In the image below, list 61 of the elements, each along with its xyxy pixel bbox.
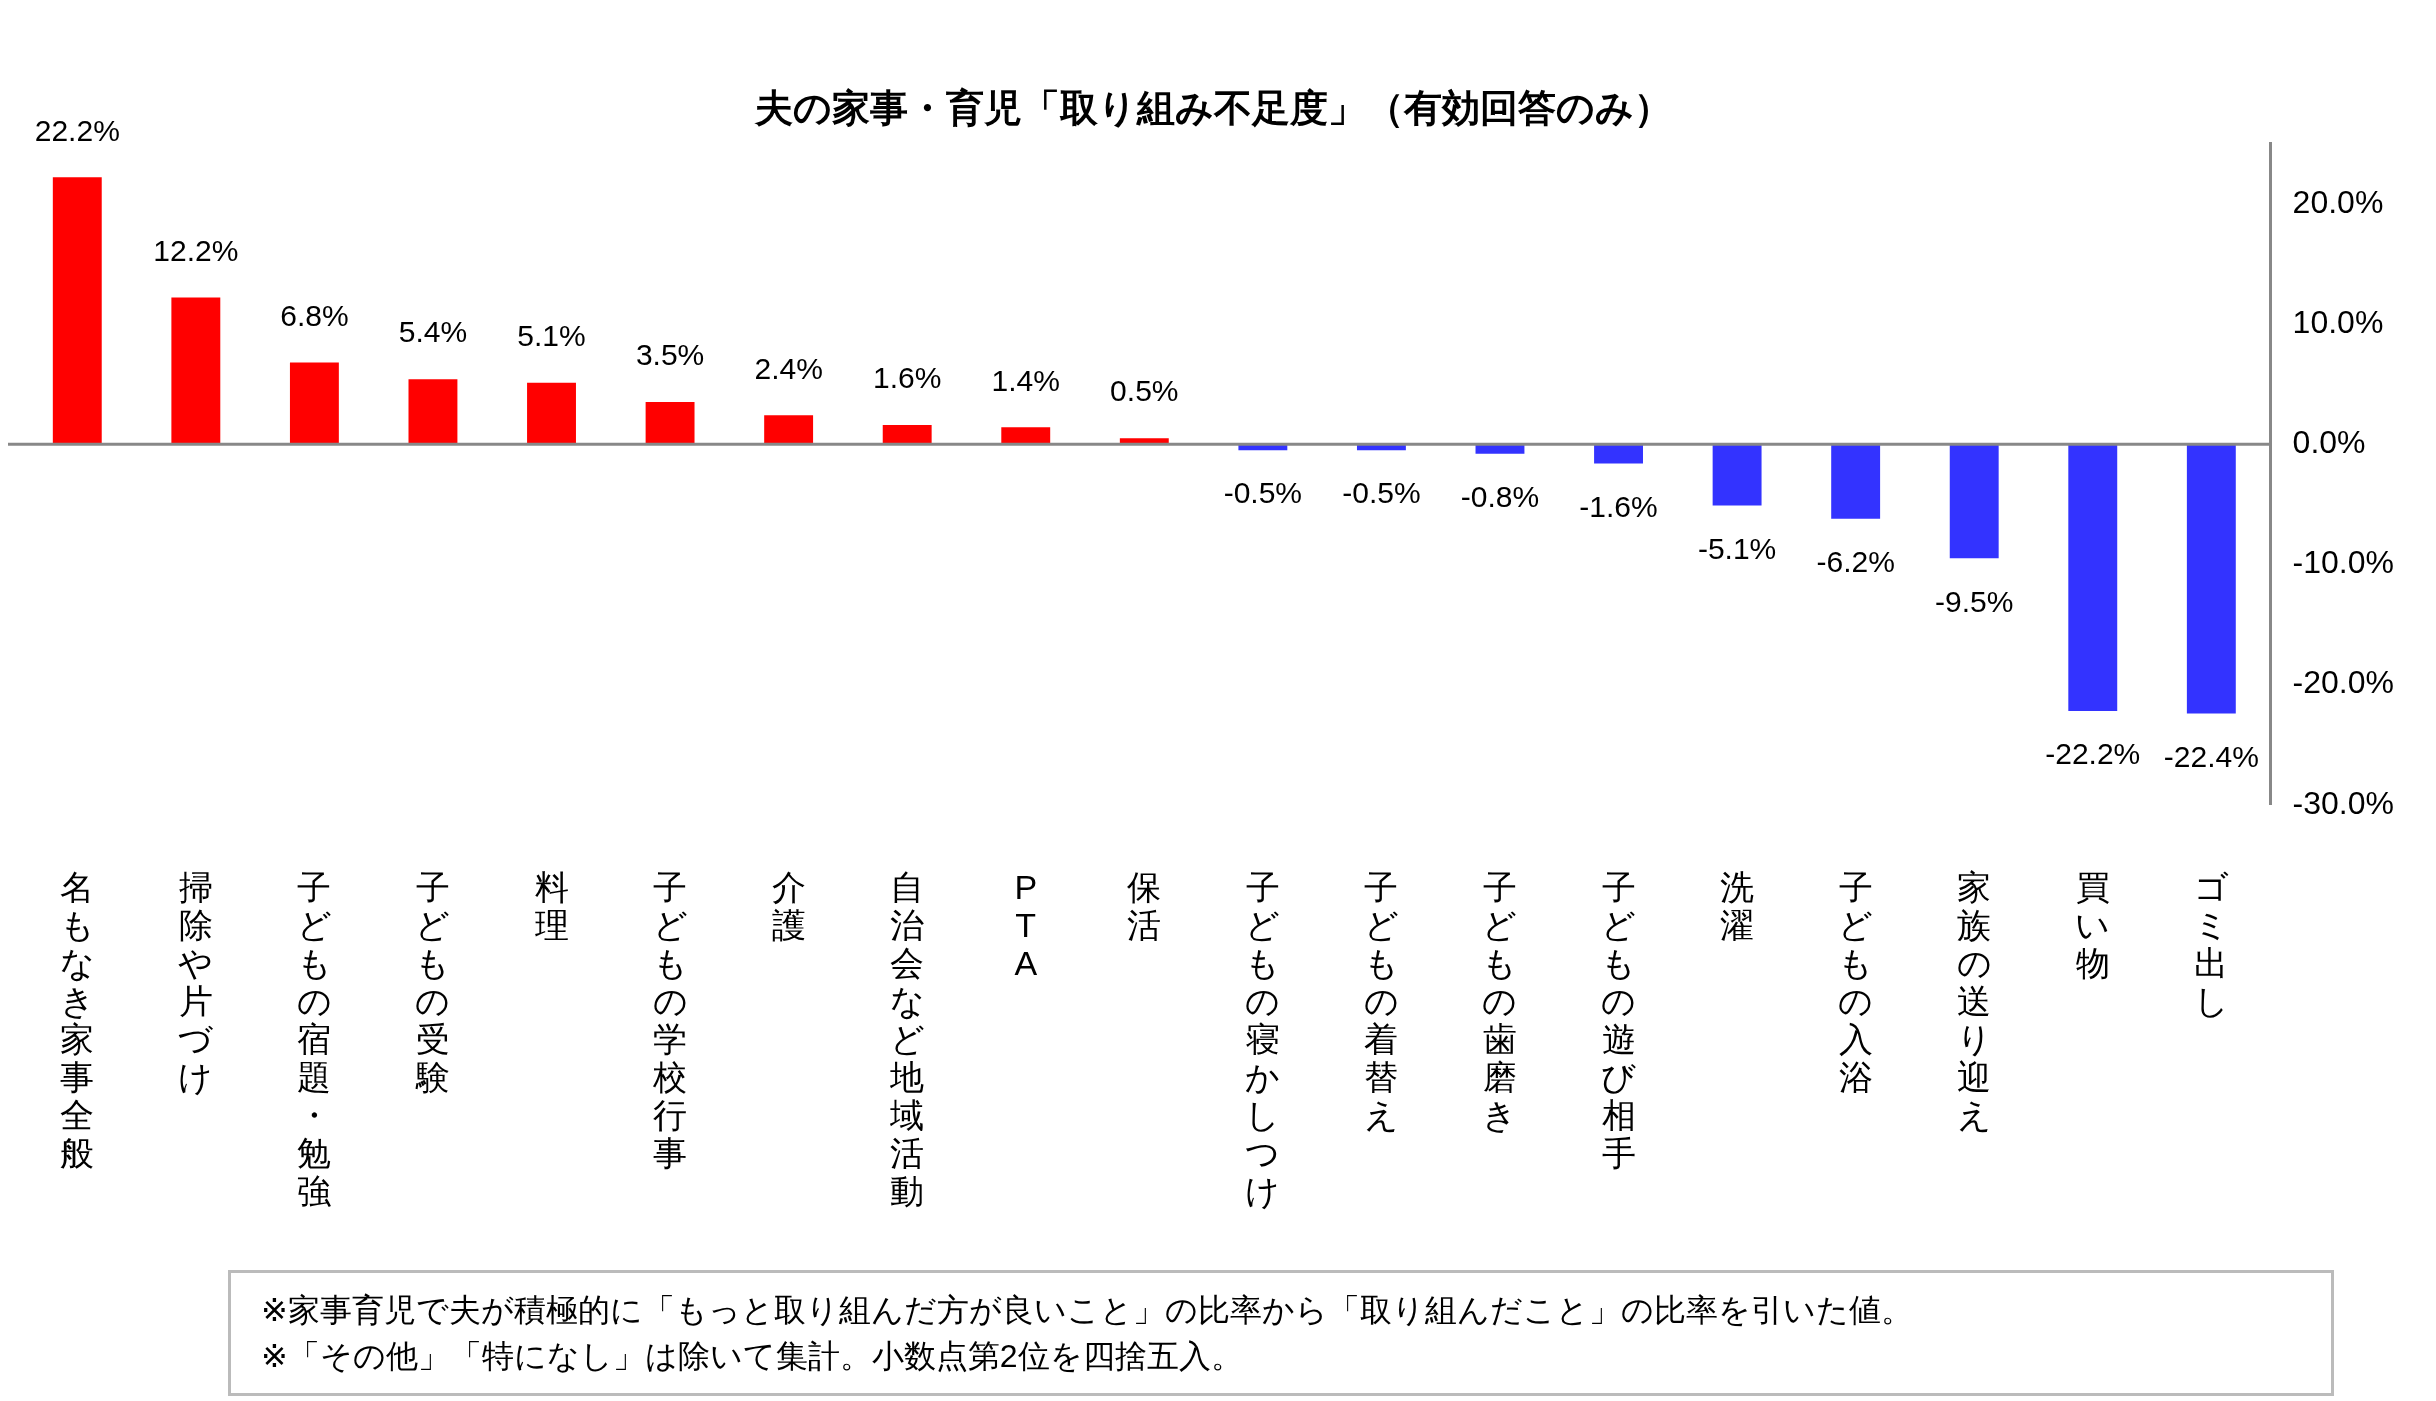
data-label: 2.4% bbox=[754, 351, 823, 385]
data-label: 1.4% bbox=[991, 363, 1060, 397]
x-tick-label: 保活 bbox=[1126, 868, 1163, 944]
data-label: -6.2% bbox=[1816, 544, 1895, 578]
bar bbox=[1949, 444, 1999, 559]
y-tick-label: -30.0% bbox=[2292, 784, 2394, 821]
data-label: 6.8% bbox=[280, 298, 349, 332]
bar bbox=[408, 379, 458, 445]
x-tick-label: 買い物 bbox=[2074, 868, 2112, 982]
bar bbox=[2186, 444, 2236, 714]
x-tick-label: 料理 bbox=[533, 868, 570, 944]
data-label: -22.2% bbox=[2045, 737, 2141, 771]
y-tick-label: 0.0% bbox=[2292, 423, 2366, 460]
bar bbox=[645, 402, 695, 445]
bar bbox=[764, 415, 814, 445]
bar bbox=[882, 424, 932, 445]
chart-title: 夫の家事・育児「取り組み不足度」（有効回答のみ） bbox=[753, 87, 1672, 130]
bar bbox=[1712, 444, 1762, 506]
text: ※家事育児で夫が積極的に「もっと取り組んだ方が良いこと」の比率から「取り組んだこと」の比率を引いた値。 bbox=[261, 1291, 1914, 1330]
bar bbox=[2068, 444, 2118, 712]
category-label: 子どもの宿題・勉強 bbox=[296, 868, 332, 1210]
x-tick-label: 介護 bbox=[770, 868, 807, 944]
y-tick-label: 10.0% bbox=[2292, 303, 2384, 340]
data-label: -0.5% bbox=[1342, 476, 1421, 510]
x-tick-label: 掃除や片づけ bbox=[177, 868, 215, 1096]
data-label: 22.2% bbox=[34, 113, 120, 147]
y-tick-label: 20.0% bbox=[2292, 183, 2384, 220]
category-label: 子どもの寝かしつけ bbox=[1245, 868, 1281, 1210]
data-label: -0.5% bbox=[1223, 476, 1303, 510]
bar bbox=[1001, 427, 1051, 445]
data-label: 0.5% bbox=[1110, 374, 1179, 408]
data-label: -5.1% bbox=[1697, 531, 1777, 565]
data-label: 12.2% bbox=[153, 233, 239, 267]
bar bbox=[1831, 444, 1881, 519]
data-label: -9.5% bbox=[1935, 584, 2014, 618]
y-tick-label: -20.0% bbox=[2292, 664, 2394, 701]
bar bbox=[52, 177, 102, 445]
bar bbox=[289, 362, 339, 445]
x-tick-label: 子どもの歯磨き bbox=[1481, 868, 1519, 1134]
data-label: -1.6% bbox=[1579, 489, 1658, 523]
bar bbox=[171, 297, 221, 445]
text: ※「その他」「特になし」は除いて集計。小数点第2位を四捨五入。 bbox=[261, 1337, 1244, 1376]
category-label: 自治会など地域活動 bbox=[889, 868, 925, 1210]
bar bbox=[527, 382, 576, 445]
data-label: -0.8% bbox=[1460, 480, 1540, 514]
x-tick-label: 子どもの着替え bbox=[1362, 868, 1400, 1134]
x-tick-label: 子どもの遊び相手 bbox=[1600, 868, 1638, 1172]
x-tick-label: 家族の送り迎え bbox=[1955, 868, 1993, 1134]
x-tick-label: 名もなき家事全般 bbox=[58, 868, 96, 1172]
data-label: -22.4% bbox=[2163, 739, 2259, 773]
y-tick-label: -10.0% bbox=[2292, 544, 2394, 581]
x-tick-label: 子どもの入浴 bbox=[1837, 868, 1875, 1096]
x-tick-label: ゴミ出し bbox=[2192, 868, 2230, 1020]
data-label: 1.6% bbox=[872, 361, 942, 395]
data-label: 5.1% bbox=[517, 319, 586, 353]
x-tick-label: 子どもの学校行事 bbox=[651, 868, 689, 1172]
x-tick-label: PTA bbox=[1013, 868, 1039, 982]
x-tick-label: 洗濯 bbox=[1719, 868, 1756, 944]
data-label: 5.4% bbox=[398, 315, 468, 349]
data-label: 3.5% bbox=[635, 338, 705, 372]
x-tick-label: 子どもの受験 bbox=[414, 868, 452, 1096]
